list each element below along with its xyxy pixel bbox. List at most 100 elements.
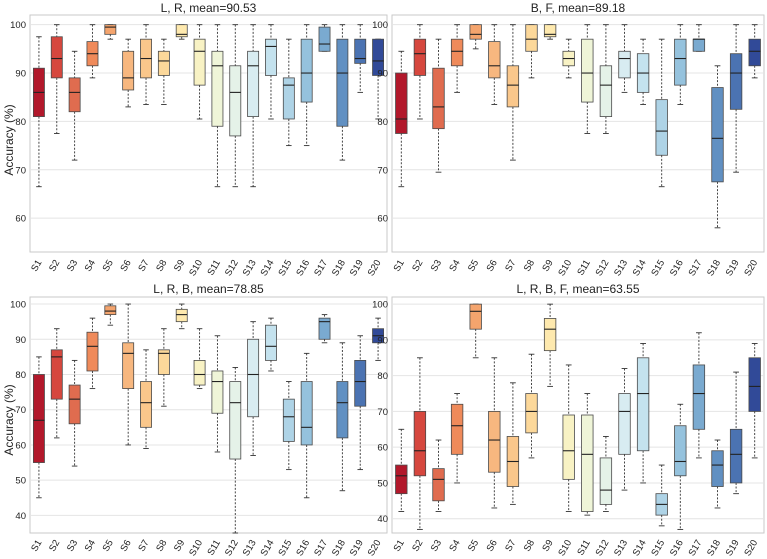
box-s7 [506,382,520,505]
x-tick-label: S2 [47,538,62,554]
iqr-box [50,349,63,400]
y-tick-label: 90 [15,69,26,80]
iqr-box [354,360,367,407]
x-tick-label: S10 [556,258,574,278]
x-tick-label: S20 [366,538,384,558]
iqr-box [354,38,367,64]
y-tick-label: 50 [15,476,26,487]
box-s9 [543,24,557,40]
iqr-box [581,414,594,512]
box-s2 [413,357,427,530]
x-tick-label: S6 [485,538,500,554]
box-s3 [68,359,81,467]
box-s20 [748,343,761,459]
x-tick-label: S8 [154,538,169,554]
box-s8 [525,24,538,79]
x-tick-label: S7 [136,538,151,554]
box-s20 [372,317,385,361]
x-tick-label: S10 [187,258,205,278]
box-s10 [193,328,206,390]
y-tick-label: 80 [377,371,388,382]
x-tick-label: S11 [205,538,223,558]
y-tick-label: 70 [15,405,26,416]
chart-title: L, R, mean=90.53 [161,1,257,15]
y-axis-label-top: Accuracy (%) [2,104,16,175]
iqr-box [395,464,408,495]
x-tick-label: S18 [330,258,348,278]
iqr-box [157,50,170,76]
x-tick-label: S20 [742,258,760,278]
x-tick-label: S8 [522,258,537,274]
x-tick-label: S3 [429,538,444,554]
x-tick-label: S16 [668,538,686,558]
x-tick-label: S13 [612,538,630,558]
iqr-box [729,428,743,484]
y-tick-label: 80 [377,117,388,128]
x-tick-label: S19 [724,258,742,278]
box-s6 [122,303,135,446]
box-s17 [692,332,706,459]
iqr-box [175,24,188,38]
x-tick-label: S14 [259,538,277,558]
x-tick-label: S5 [466,538,481,554]
x-tick-label: S20 [742,538,760,558]
iqr-box [211,50,224,127]
x-tick-label: S11 [575,538,593,558]
x-tick-label: S9 [172,538,187,554]
x-tick-label: S4 [83,258,98,274]
box-s12 [599,24,613,134]
x-tick-label: S6 [485,258,500,274]
x-tick-label: S14 [631,258,649,278]
iqr-box [336,38,349,127]
x-tick-label: S14 [259,258,277,278]
x-tick-label: S19 [348,538,366,558]
plot-frame [391,296,765,534]
x-tick-label: S12 [223,538,241,558]
y-tick-label: 70 [377,165,388,176]
iqr-box [68,77,81,113]
iqr-box [543,24,557,38]
iqr-box [211,370,224,414]
box-s14 [265,317,277,372]
x-tick-label: S3 [65,258,80,274]
iqr-box [729,53,743,110]
box-s2 [50,328,63,439]
box-s1 [32,356,45,499]
box-s15 [655,38,668,188]
iqr-box [86,331,99,372]
x-tick-label: S10 [187,538,205,558]
box-s6 [488,357,501,509]
chart-title: L, R, B, mean=78.85 [153,282,264,296]
box-s12 [229,366,242,534]
iqr-box [655,99,668,156]
x-tick-label: S5 [466,258,481,274]
x-tick-label: S12 [594,258,612,278]
plot-frame [29,296,388,534]
x-tick-label: S2 [410,538,425,554]
box-s2 [50,24,63,134]
iqr-box [229,65,242,137]
chart-title: L, R, B, F, mean=63.55 [516,282,639,296]
iqr-box [372,38,385,76]
box-s17 [318,24,331,52]
box-s17 [318,314,331,344]
box-s1 [395,428,408,512]
box-s20 [748,24,761,79]
y-tick-label: 60 [377,214,388,225]
y-tick-label: 50 [377,478,388,489]
iqr-box [748,38,761,67]
iqr-box [581,38,594,103]
x-tick-label: S15 [276,538,294,558]
y-tick-label: 70 [15,165,26,176]
box-s6 [122,38,135,108]
box-s14 [265,24,277,120]
box-s13 [247,321,260,456]
iqr-box [432,67,445,130]
iqr-box [122,50,135,91]
x-tick-label: S5 [101,538,116,554]
x-tick-label: S7 [136,258,151,274]
box-s9 [175,303,188,330]
